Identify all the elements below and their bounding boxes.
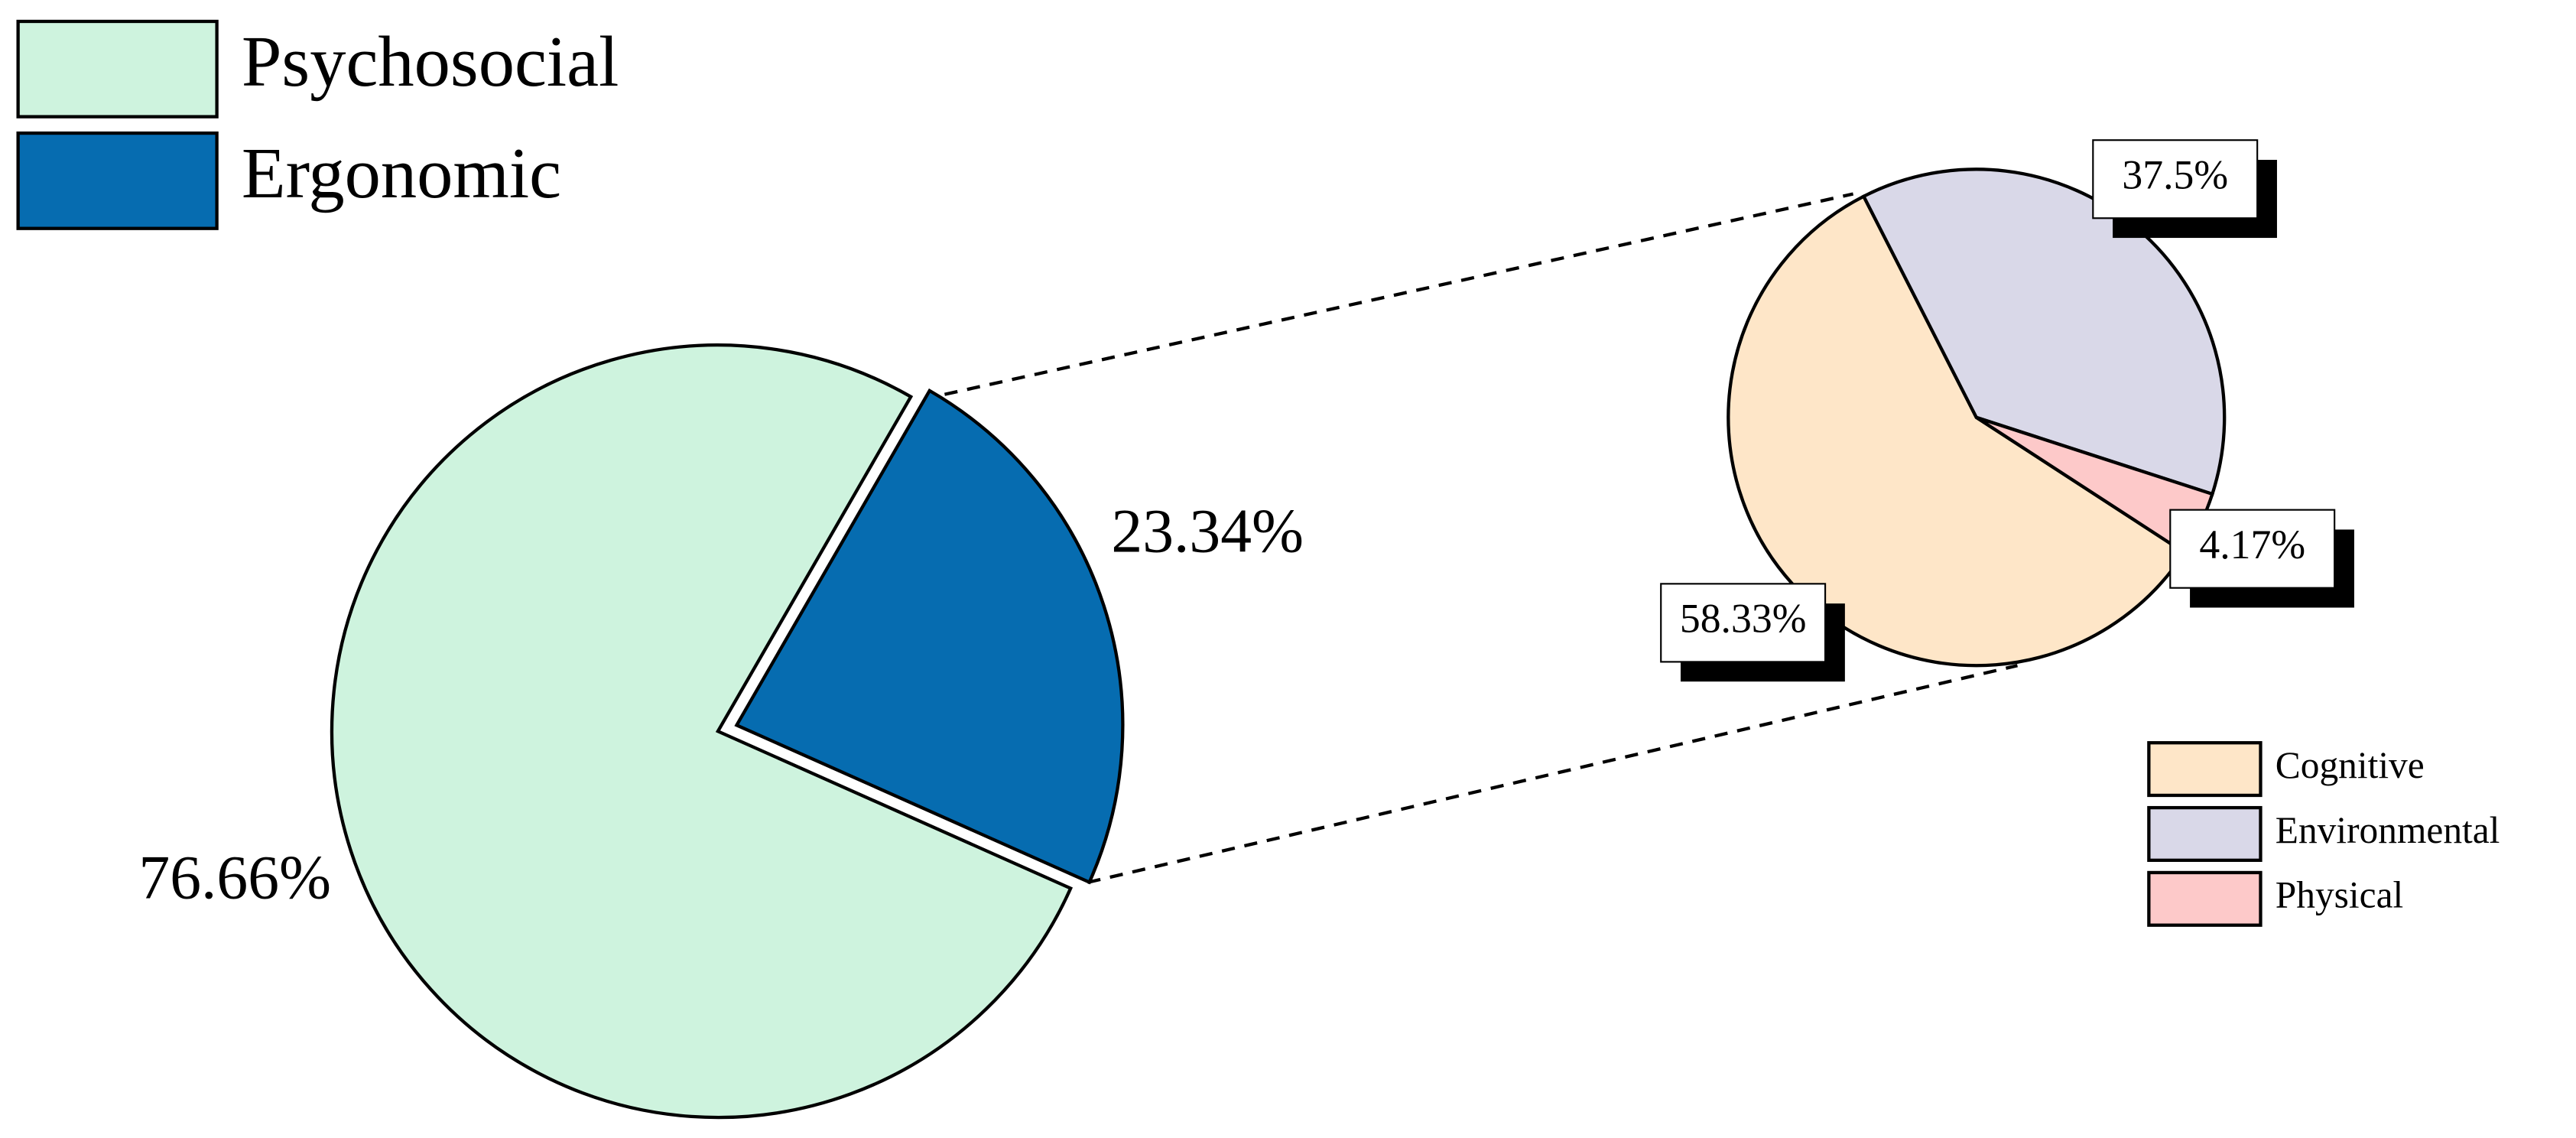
- legend-swatch: [2147, 805, 2263, 862]
- legend-label: Environmental: [2276, 809, 2500, 851]
- legend-swatch: [16, 131, 219, 230]
- data-label: 76.66%: [138, 843, 331, 912]
- connector-line: [1087, 664, 2018, 884]
- label-box: [2092, 139, 2259, 219]
- legend-swatch: [2147, 741, 2263, 798]
- legend-label: Cognitive: [2276, 744, 2425, 786]
- label-box: [2169, 509, 2336, 589]
- pie-slice: [330, 343, 1074, 1120]
- data-label: 37.5%: [2122, 152, 2228, 198]
- legend-swatch: [16, 19, 219, 119]
- data-label: 58.33%: [1680, 596, 1807, 642]
- pie-slice: [734, 388, 1125, 885]
- connector-line: [944, 192, 1854, 396]
- data-label: 23.34%: [1111, 496, 1304, 565]
- data-label: 4.17%: [2199, 522, 2305, 567]
- legend-label: Psychosocial: [242, 22, 619, 102]
- legend-label: Physical: [2276, 874, 2403, 916]
- legend-swatch: [2147, 870, 2263, 927]
- legend-label: Ergonomic: [242, 134, 561, 213]
- label-box: [1660, 583, 1827, 663]
